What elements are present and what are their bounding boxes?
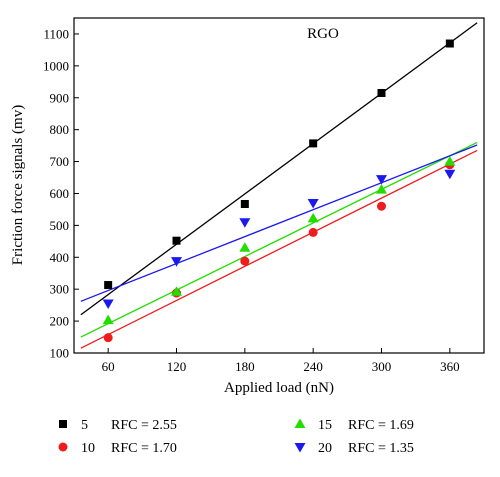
legend-label: 20 (318, 441, 332, 456)
legend-rfc-label: RFC = 1.35 (348, 441, 414, 456)
y-tick-label: 400 (50, 250, 70, 265)
data-point-series-5 (240, 200, 249, 209)
y-tick-label: 800 (50, 122, 70, 137)
y-tick-label: 700 (50, 154, 70, 169)
x-tick-label: 60 (102, 359, 115, 374)
data-point-series-20 (239, 218, 251, 228)
y-tick-label: 600 (50, 186, 70, 201)
y-tick-label: 1000 (43, 58, 69, 73)
chart-annotation: RGO (307, 26, 339, 42)
y-tick-label: 200 (50, 314, 70, 329)
x-tick-label: 300 (372, 359, 392, 374)
data-point-series-20 (171, 257, 182, 267)
data-point-series-15 (171, 286, 182, 296)
y-tick-label: 500 (50, 218, 70, 233)
data-point-series-10 (103, 333, 113, 343)
data-point-series-10 (308, 227, 318, 237)
x-tick-label: 120 (167, 359, 187, 374)
legend-rfc-label: RFC = 2.55 (111, 418, 177, 433)
data-point-series-5 (104, 281, 113, 290)
data-point-series-15 (307, 212, 319, 223)
data-point-series-10 (240, 256, 250, 266)
data-point-series-10 (377, 201, 386, 211)
plot-frame (73, 17, 485, 354)
y-axis-title: Friction force signals (mv) (10, 105, 26, 265)
data-point-series-15 (444, 156, 456, 166)
legend-label: 10 (81, 441, 95, 456)
y-tick-label: 900 (50, 90, 70, 105)
fit-line-series-15 (80, 141, 478, 338)
data-point-series-20 (376, 175, 387, 185)
legend-rfc-label: RFC = 1.70 (111, 441, 177, 456)
data-point-series-20 (444, 169, 456, 180)
y-tick-label: 1100 (43, 26, 69, 41)
fit-line-series-10 (80, 149, 478, 349)
data-point-series-15 (376, 184, 387, 194)
data-point-series-5 (309, 139, 318, 148)
legend-label: 5 (81, 418, 88, 433)
y-tick-label: 100 (50, 346, 70, 361)
data-point-series-15 (102, 314, 114, 325)
data-point-series-20 (102, 299, 114, 310)
fit-line-series-5 (80, 22, 478, 316)
x-axis-title: Applied load (nN) (224, 380, 334, 396)
legend-marker-20 (294, 443, 306, 453)
x-tick-label: 360 (440, 359, 460, 374)
legend-marker-10 (58, 442, 68, 452)
x-tick-label: 240 (303, 359, 323, 374)
legend-marker-5 (59, 420, 67, 428)
legend-rfc-label: RFC = 1.69 (348, 418, 414, 433)
legend-label: 15 (318, 418, 332, 433)
x-tick-label: 180 (235, 359, 255, 374)
legend-marker-15 (294, 418, 306, 428)
fit-line-series-20 (80, 144, 478, 302)
data-point-series-5 (377, 88, 386, 97)
legend: 5 RFC = 2.55 10 RFC = 1.70 15 RFC = 1.69 20 RFC… (58, 418, 414, 456)
data-point-series-5 (445, 39, 454, 48)
data-point-series-15 (239, 242, 251, 252)
data-point-series-20 (307, 199, 319, 209)
y-tick-label: 300 (50, 282, 70, 297)
data-point-series-5 (172, 236, 181, 245)
